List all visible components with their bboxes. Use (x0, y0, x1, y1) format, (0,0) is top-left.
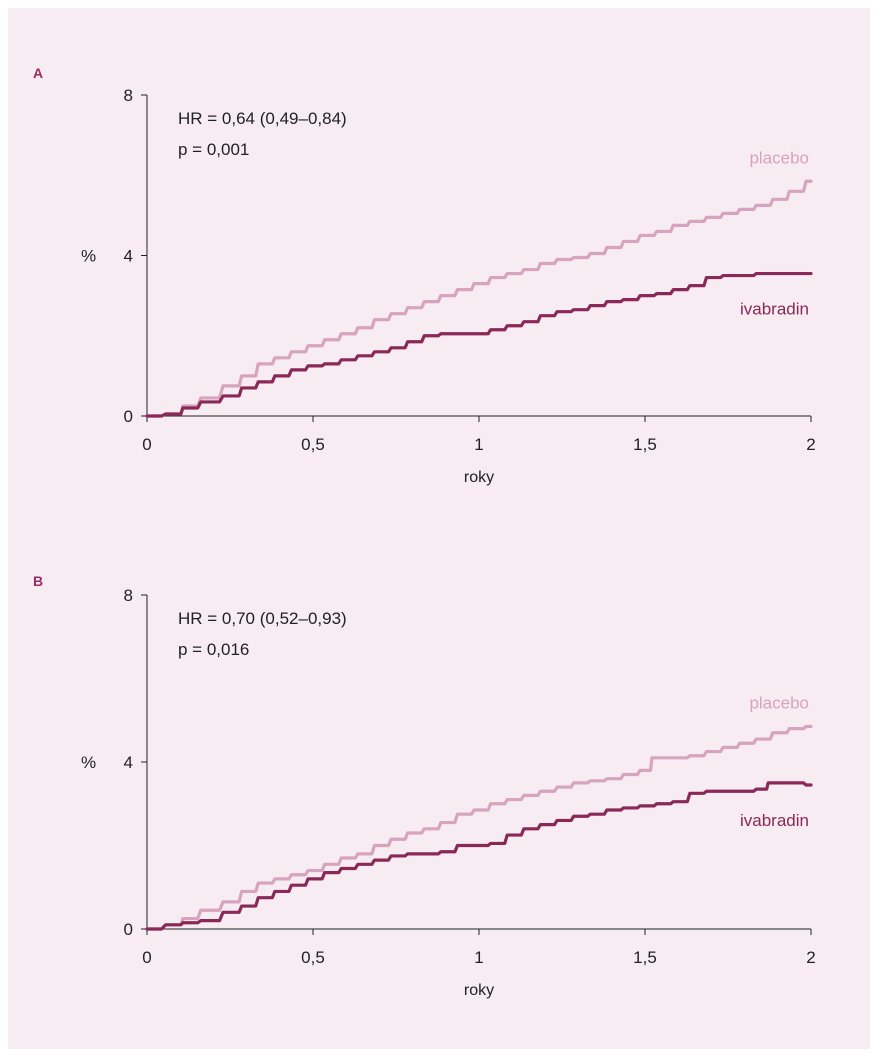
x-tick-label: 1,5 (633, 435, 657, 454)
x-tick-label: 0 (142, 435, 151, 454)
figure-panel: A 0 4 8 0 0,5 1 1,5 2 roky% HR = 0,64 (0,49–0,84) p… (8, 8, 870, 1049)
hr-annotation: HR = 0,64 (0,49–0,84) (178, 109, 347, 128)
chart-panel-a: A 0 4 8 0 0,5 1 1,5 2 roky% HR = 0,64 (0,49–0,84) p… (33, 65, 816, 486)
chart-canvas: A 0 4 8 0 0,5 1 1,5 2 roky% HR = 0,64 (0,49–0,84) p… (33, 65, 816, 999)
p-annotation: p = 0,001 (178, 140, 249, 159)
x-tick-label: 1 (474, 948, 483, 967)
series-line-ivabradin (145, 781, 813, 931)
series-label-placebo: placebo (749, 148, 809, 167)
y-tick-label: 0 (124, 920, 133, 939)
series-line-placebo (145, 724, 813, 931)
x-tick-label: 2 (806, 435, 815, 454)
hr-annotation: HR = 0,70 (0,52–0,93) (178, 609, 347, 628)
y-axis-label: % (81, 753, 96, 772)
panel-label: B (33, 573, 43, 589)
x-tick-label: 1,5 (633, 948, 657, 967)
p-annotation: p = 0,016 (178, 640, 249, 659)
series-line-placebo (145, 179, 813, 418)
y-tick-label: 8 (124, 86, 133, 105)
x-tick-label: 1 (474, 435, 483, 454)
x-tick-label: 0 (142, 948, 151, 967)
x-axis-label: roky (464, 982, 494, 999)
y-tick-label: 8 (124, 586, 133, 605)
chart-panel-b: B 0 4 8 0 0,5 1 1,5 2 roky% HR = 0,70 (0,52–0,93) p… (33, 573, 816, 999)
x-tick-label: 0,5 (301, 435, 325, 454)
y-tick-label: 4 (124, 753, 133, 772)
x-tick-label: 0,5 (301, 948, 325, 967)
y-axis-label: % (81, 247, 96, 266)
series-label-placebo: placebo (749, 694, 809, 713)
series-label-ivabradin: ivabradin (740, 300, 809, 319)
x-tick-label: 2 (806, 948, 815, 967)
series-line-ivabradin (145, 271, 813, 418)
panel-label: A (33, 65, 43, 81)
y-tick-label: 4 (124, 247, 133, 266)
series-label-ivabradin: ivabradin (740, 811, 809, 830)
x-axis-label: roky (464, 469, 494, 486)
y-tick-label: 0 (124, 407, 133, 426)
